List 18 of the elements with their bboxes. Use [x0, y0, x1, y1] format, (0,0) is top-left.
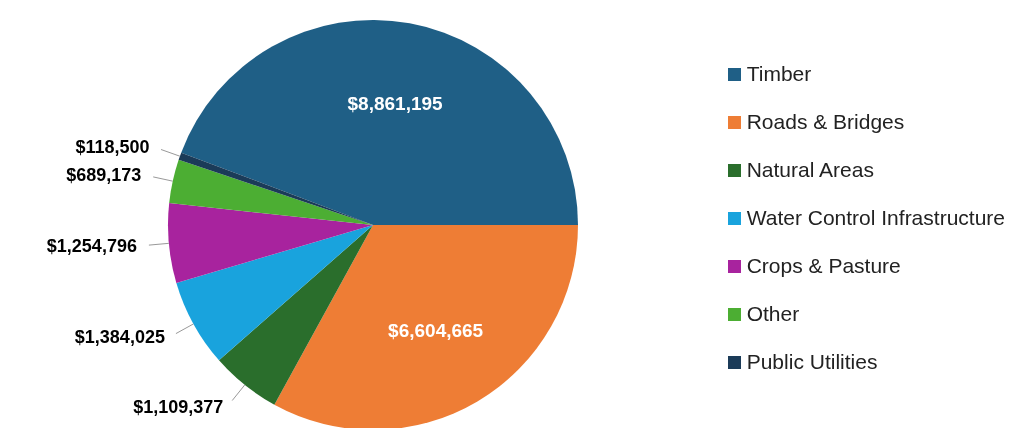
data-label: $689,173	[66, 165, 142, 186]
legend-label: Water Control Infrastructure	[746, 206, 1005, 230]
data-label: $8,861,195	[347, 93, 444, 115]
pie-slice	[181, 20, 578, 225]
pie-slice	[274, 225, 578, 428]
legend-label: Other	[746, 302, 800, 326]
legend-label: Timber	[746, 62, 812, 86]
legend-label: Roads & Bridges	[746, 110, 905, 134]
data-label: $6,604,665	[388, 320, 484, 342]
data-label: $118,500	[75, 136, 150, 157]
data-label: $1,384,025	[74, 327, 165, 348]
pie-slice	[176, 225, 373, 361]
legend-label: Natural Areas	[746, 158, 874, 182]
legend-label: Public Utilities	[746, 350, 878, 374]
data-label: $1,254,796	[46, 235, 137, 256]
legend-label: Crops & Pasture	[746, 254, 901, 278]
pie-slice	[168, 203, 373, 283]
data-label: $1,109,377	[133, 396, 224, 417]
